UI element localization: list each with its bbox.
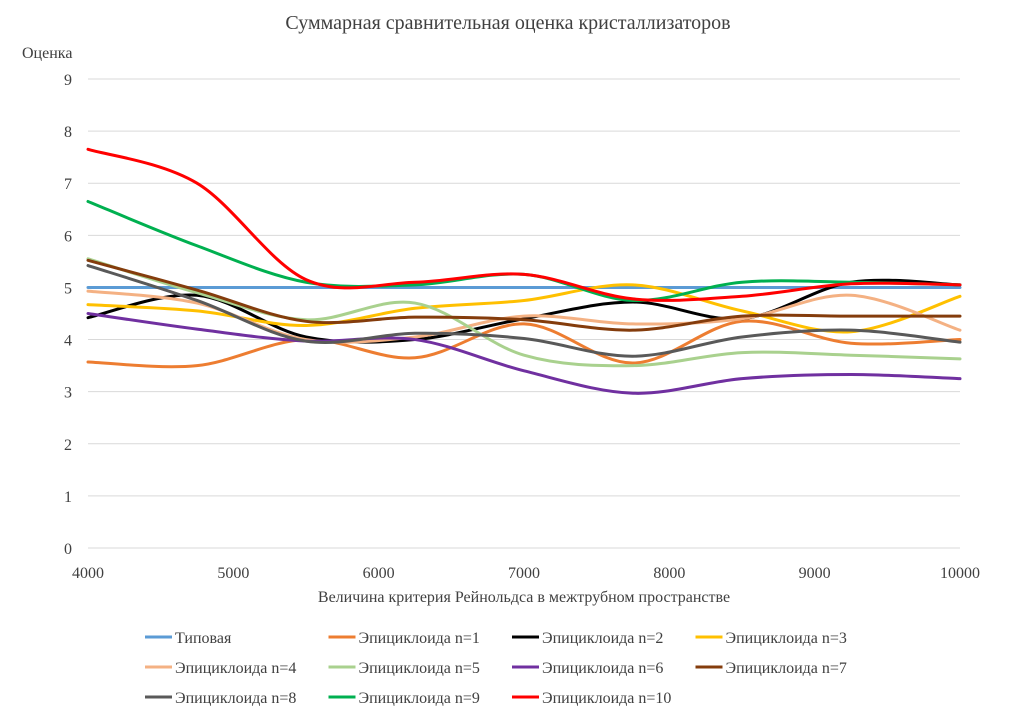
legend-label: Эпициклоида n=3	[726, 630, 847, 647]
legend-label: Эпициклоида n=4	[175, 660, 296, 677]
series-line-6	[86, 312, 962, 395]
y-tick-label: 6	[64, 228, 72, 245]
y-tick-label: 9	[64, 72, 72, 89]
legend-label: Типовая	[175, 630, 232, 647]
legend-item: Эпициклоида n=1	[328, 630, 480, 647]
legend-label: Эпициклоида n=7	[726, 660, 847, 677]
legend-label: Эпициклоида n=2	[542, 630, 663, 647]
legend-item: Типовая	[145, 630, 232, 647]
series-line-10	[86, 147, 962, 302]
x-tick-label: 8000	[653, 565, 685, 582]
series-line-8	[86, 264, 962, 358]
y-tick-label: 3	[64, 385, 72, 402]
y-tick-label: 4	[64, 333, 72, 350]
series-line-7	[86, 258, 962, 332]
legend-item: Эпициклоида n=6	[512, 660, 663, 677]
x-tick-label: 5000	[217, 565, 249, 582]
chart-title: Суммарная сравнительная оценка кристалли…	[285, 12, 730, 34]
legend-label: Эпициклоида n=9	[359, 690, 480, 707]
legend-item: Эпициклоида n=7	[695, 660, 847, 677]
legend-item: Эпициклоида n=10	[512, 690, 671, 707]
legend-item: Эпициклоида n=2	[512, 630, 663, 647]
legend-item: Эпициклоида n=8	[145, 690, 296, 707]
x-tick-label: 4000	[72, 565, 104, 582]
legend-label: Эпициклоида n=1	[359, 630, 480, 647]
y-tick-label: 1	[64, 489, 72, 506]
series-line-5	[86, 257, 962, 368]
series-line-1	[86, 319, 962, 369]
y-tick-label: 5	[64, 280, 72, 297]
legend-label: Эпициклоида n=8	[175, 690, 296, 707]
x-axis-label: Величина критерия Рейнольдса в межтрубно…	[318, 589, 730, 606]
legend-label: Эпициклоида n=6	[542, 660, 663, 677]
legend-item: Эпициклоида n=4	[145, 660, 296, 677]
legend-item: Эпициклоида n=3	[695, 630, 847, 647]
legend-item: Эпициклоида n=5	[328, 660, 480, 677]
x-tick-label: 7000	[508, 565, 540, 582]
y-axis-label: Оценка	[22, 45, 72, 62]
legend-label: Эпициклоида n=10	[542, 690, 671, 707]
y-tick-label: 0	[64, 541, 72, 558]
y-tick-label: 2	[64, 437, 72, 454]
y-tick-label: 7	[64, 176, 72, 193]
y-tick-label: 8	[64, 124, 72, 141]
x-tick-label: 6000	[363, 565, 395, 582]
x-tick-label: 10000	[940, 565, 980, 582]
legend-label: Эпициклоида n=5	[359, 660, 480, 677]
legend-item: Эпициклоида n=9	[328, 690, 480, 707]
x-tick-label: 9000	[799, 565, 831, 582]
